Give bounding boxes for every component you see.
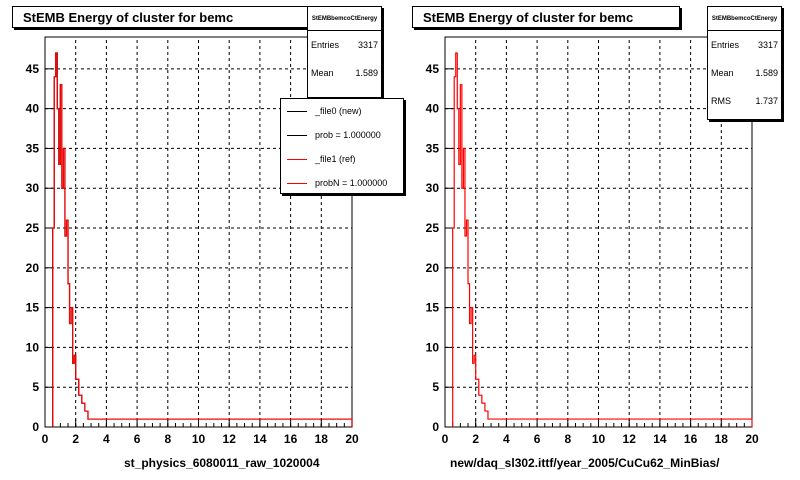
y-tick-label: 30 <box>26 181 40 195</box>
entries-value: 3317 <box>757 40 778 50</box>
legend: _file0 (new) prob = 1.000000 _file1 (ref… <box>280 98 404 194</box>
x-tick-label: 6 <box>534 432 541 446</box>
x-tick-label: 14 <box>253 432 267 446</box>
y-tick-label: 25 <box>26 221 40 235</box>
legend-entry-file1: _file1 (ref) <box>281 147 403 171</box>
right-title-box: StEMB Energy of cluster for bemc <box>412 6 680 28</box>
right-stats-mean: Mean 1.589 <box>708 59 781 87</box>
y-tick-label: 30 <box>426 181 440 195</box>
mean-label: Mean <box>311 68 334 78</box>
y-tick-label: 45 <box>26 62 40 76</box>
x-tick-label: 4 <box>503 432 510 446</box>
legend-label-file1: _file1 (ref) <box>315 154 356 164</box>
left-stats-mean: Mean 1.589 <box>308 59 381 87</box>
y-tick-label: 5 <box>432 380 439 394</box>
right-title: StEMB Energy of cluster for bemc <box>423 10 634 25</box>
y-tick-label: 0 <box>432 420 439 434</box>
x-tick-label: 2 <box>72 432 79 446</box>
right-stats-name: StEMBbemcoCtEnergy <box>708 7 781 31</box>
x-tick-label: 20 <box>745 432 759 446</box>
y-tick-label: 20 <box>26 261 40 275</box>
x-tick-label: 10 <box>192 432 206 446</box>
x-tick-label: 12 <box>623 432 637 446</box>
legend-label-file0: _file0 (new) <box>315 106 362 116</box>
y-tick-label: 25 <box>426 221 440 235</box>
legend-entry-probn: probN = 1.000000 <box>281 171 403 193</box>
rms-value: 1.737 <box>755 96 778 106</box>
legend-label-probn: probN = 1.000000 <box>315 178 388 188</box>
y-tick-label: 0 <box>32 420 39 434</box>
mean-label: Mean <box>711 68 734 78</box>
entries-label: Entries <box>711 40 740 50</box>
y-tick-label: 45 <box>426 62 440 76</box>
legend-entry-prob: prob = 1.000000 <box>281 123 403 147</box>
x-tick-label: 8 <box>164 432 171 446</box>
left-title-box: StEMB Energy of cluster for bemc <box>12 6 308 28</box>
y-tick-label: 15 <box>26 301 40 315</box>
x-tick-label: 0 <box>42 432 49 446</box>
legend-swatch-file0 <box>287 110 307 112</box>
x-tick-label: 4 <box>103 432 110 446</box>
entries-label: Entries <box>311 40 340 50</box>
x-tick-label: 8 <box>564 432 571 446</box>
y-tick-label: 15 <box>426 301 440 315</box>
x-tick-label: 2 <box>472 432 479 446</box>
legend-swatch-file1 <box>287 158 307 160</box>
y-tick-label: 20 <box>426 261 440 275</box>
rms-label: RMS <box>711 96 731 106</box>
left-stats-box: StEMBbemcoCtEnergy Entries 3317 Mean 1.5… <box>307 6 382 98</box>
right-stats-entries: Entries 3317 <box>708 31 781 59</box>
left-stats-name: StEMBbemcoCtEnergy <box>308 7 381 31</box>
x-tick-label: 18 <box>315 432 329 446</box>
legend-label-prob: prob = 1.000000 <box>315 130 381 140</box>
x-tick-label: 0 <box>442 432 449 446</box>
y-tick-label: 35 <box>26 141 40 155</box>
left-panel: 0 2 4 6 8 10 12 14 16 18 20 0 5 10 15 20 25 30 35 40 45 StEM… <box>12 6 404 470</box>
mean-value: 1.589 <box>755 68 778 78</box>
x-tick-label: 16 <box>284 432 298 446</box>
y-tick-label: 40 <box>426 102 440 116</box>
x-tick-label: 10 <box>592 432 606 446</box>
left-stats-entries: Entries 3317 <box>308 31 381 59</box>
x-tick-label: 14 <box>653 432 667 446</box>
right-plot: 0 2 4 6 8 10 12 14 16 18 20 0 5 10 15 20 25 30 35 40 45 <box>426 36 759 446</box>
mean-value: 1.589 <box>355 68 378 78</box>
y-tick-label: 10 <box>26 340 40 354</box>
right-stats-box: StEMBbemcoCtEnergy Entries 3317 Mean 1.5… <box>707 6 782 120</box>
x-tick-label: 20 <box>345 432 359 446</box>
x-tick-label: 18 <box>715 432 729 446</box>
right-xlabel: new/daq_sl302.ittf/year_2005/CuCu62_MinB… <box>450 456 720 470</box>
x-tick-label: 16 <box>684 432 698 446</box>
y-tick-label: 35 <box>426 141 440 155</box>
right-stats-rms: RMS 1.737 <box>708 87 781 115</box>
right-panel: 0 2 4 6 8 10 12 14 16 18 20 0 5 10 15 20 25 30 35 40 45 StEM… <box>400 0 800 480</box>
x-tick-label: 6 <box>134 432 141 446</box>
legend-swatch-prob <box>287 134 307 136</box>
y-tick-label: 5 <box>32 380 39 394</box>
entries-value: 3317 <box>357 40 378 50</box>
y-tick-label: 40 <box>26 102 40 116</box>
legend-swatch-probn <box>287 182 307 184</box>
y-tick-label: 10 <box>426 340 440 354</box>
legend-entry-file0: _file0 (new) <box>281 99 403 123</box>
left-title: StEMB Energy of cluster for bemc <box>23 10 234 25</box>
series-line-0 <box>452 52 753 427</box>
series-line-1 <box>52 52 353 427</box>
left-xlabel: st_physics_6080011_raw_1020004 <box>124 456 320 470</box>
x-tick-label: 12 <box>223 432 237 446</box>
